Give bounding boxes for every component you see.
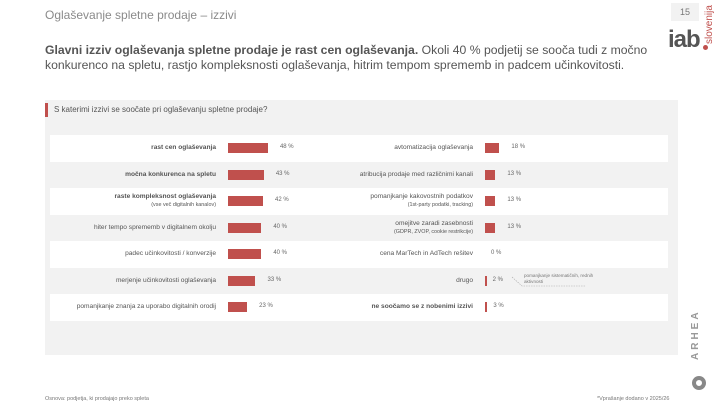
bar <box>228 222 262 233</box>
bar-label-text: padec učinkovitosti / konverzije <box>125 250 216 258</box>
arhea-logo: ARHEA <box>690 309 701 360</box>
iab-logo: iab <box>668 26 701 53</box>
bar-label-text: merjenje učinkovitosti oglaševanja <box>115 276 216 284</box>
bar <box>228 249 262 260</box>
bar-value: 2 % <box>492 276 503 283</box>
bar-label: atribucija prodaje med različnimi kanali <box>273 171 473 179</box>
bar-value: 23 % <box>259 303 273 310</box>
bar <box>228 143 268 154</box>
bar-label-text: hiter tempo sprememb v digitalnem okolju <box>93 223 216 231</box>
bar-label-sub: (1st-party podatki, tracking) <box>407 202 473 209</box>
bar-label: drugo <box>273 277 473 285</box>
annotation: pomanjkanje sistematičnih, rednih aktivn… <box>524 273 594 284</box>
slide-title: Oglaševanje spletne prodaje – izzivi <box>45 8 237 22</box>
bar <box>228 275 256 286</box>
annotation-leader <box>511 276 586 287</box>
chart-row <box>50 188 668 215</box>
chart-row <box>50 294 668 321</box>
arhea-logo-circle <box>692 376 706 390</box>
bar-label: hiter tempo sprememb v digitalnem okolju <box>16 224 216 232</box>
bar-label: rast cen oglaševanja <box>16 144 216 152</box>
bar <box>485 196 496 207</box>
bar-label: avtomatizacija oglaševanja <box>273 144 473 152</box>
bar-label: pomanjkanje kakovostnih podatkov (1st-par… <box>273 193 473 209</box>
bar-label: pomanjkanje znanja za uporabo digitalnih… <box>16 303 216 311</box>
bar-label-text: cena MarTech in AdTech rešitev <box>379 250 473 258</box>
bar-label-sub: (vse več digitalnih kanalov) <box>151 202 216 209</box>
bar <box>228 196 263 207</box>
bar-value: 18 % <box>511 144 526 151</box>
bar-label: padec učinkovitosti / konverzije <box>16 250 216 258</box>
bar-label: cena MarTech in AdTech rešitev <box>273 250 473 258</box>
bar-value: 40 % <box>273 223 287 230</box>
page-number: 15 <box>671 3 699 21</box>
bar-label-text: atribucija prodaje med različnimi kanali <box>359 170 473 178</box>
bar-value: 13 % <box>507 223 522 230</box>
bar <box>485 275 487 286</box>
bar <box>485 222 496 233</box>
bar-label-text: drugo <box>456 276 473 284</box>
bar-label: merjenje učinkovitosti oglaševanja <box>16 277 216 285</box>
bar-value: 3 % <box>493 303 504 310</box>
bar <box>228 302 248 313</box>
bar <box>485 143 500 154</box>
bar-label-text: omejitve zaradi zasebnosti <box>395 219 473 227</box>
lead-bold: Glavni izziv oglaševanja spletne prodaje… <box>45 43 419 57</box>
bar-label-text: močna konkurenca na spletu <box>125 170 216 178</box>
bar-label: omejitve zaradi zasebnosti (GDPR, ZVOP, c… <box>273 220 473 236</box>
bar-label: ne soočamo se z nobenimi izzivi <box>273 303 474 311</box>
bar-label-sub: (GDPR, ZVOP, cookie restrikcije) <box>394 228 473 235</box>
logo-dot <box>703 45 708 50</box>
bar-value: 33 % <box>267 276 282 283</box>
bar <box>485 169 496 180</box>
bar-label-text: pomanjkanje kakovostnih podatkov <box>370 193 473 201</box>
bar-label-text: avtomatizacija oglaševanja <box>394 144 473 152</box>
iab-logo-sub: slovenija <box>704 5 715 44</box>
lead-text: Glavni izziv oglaševanja spletne prodaje… <box>45 43 665 73</box>
bar-label: raste kompleksnost oglaševanja (vse več d… <box>16 193 216 209</box>
chart-row <box>50 241 668 268</box>
bar-value: 13 % <box>507 170 522 177</box>
bar-label: močna konkurenca na spletu <box>16 171 216 179</box>
bar <box>485 302 488 313</box>
bar-label-text: raste kompleksnost oglaševanja <box>114 193 216 201</box>
bar-value: 13 % <box>507 197 522 204</box>
bar-value: 40 % <box>273 250 287 257</box>
bar-value: 43 % <box>275 170 290 177</box>
bar-value: 42 % <box>274 197 289 204</box>
bar-label-text: ne soočamo se z nobenimi izzivi <box>371 303 474 311</box>
footer-basis: Osnova: podjetja, ki prodajajo preko spl… <box>45 396 149 402</box>
lead-rest: Okoli 40 % podjetij se sooča tudi z močn… <box>45 43 648 72</box>
bar-label-text: rast cen oglaševanja <box>151 144 216 152</box>
bar-value: 48 % <box>279 144 294 151</box>
chart-row <box>50 135 668 162</box>
bar <box>228 169 264 180</box>
bar-value: 0 % <box>491 250 502 257</box>
footer-note: *Vprašanje dodano v 2025/26 <box>597 396 670 402</box>
bar-label-text: pomanjkanje znanja za uporabo digitalnih… <box>76 303 216 311</box>
question: S katerimi izzivi se soočate pri oglašev… <box>45 103 267 117</box>
